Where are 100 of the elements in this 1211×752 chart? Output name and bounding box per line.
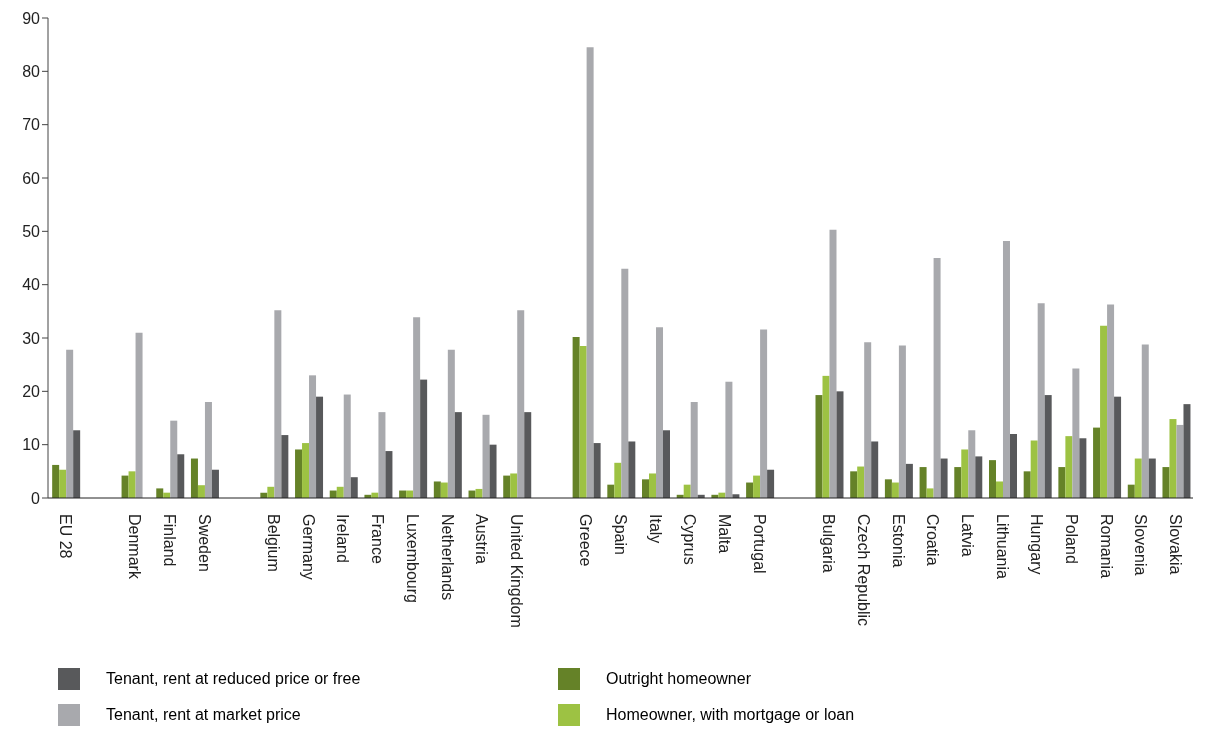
bar: [683, 484, 691, 498]
bar: [572, 336, 580, 498]
y-tick-label: 10: [22, 436, 41, 454]
x-tick-label: Luxembourg: [403, 514, 421, 603]
bar: [1127, 484, 1135, 498]
x-tick-label: France: [369, 514, 387, 564]
bar: [510, 473, 518, 498]
bar: [281, 435, 289, 498]
x-tick-label: Croatia: [924, 514, 942, 566]
bar: [1044, 395, 1052, 498]
bar: [156, 488, 164, 498]
bar: [579, 346, 587, 498]
bar: [975, 456, 983, 498]
bar: [905, 463, 913, 498]
bar: [864, 342, 872, 498]
legend-label: Tenant, rent at market price: [106, 706, 301, 724]
bar: [190, 458, 198, 498]
x-tick-label: Poland: [1063, 514, 1081, 564]
y-tick-label: 40: [22, 276, 41, 294]
bar: [489, 444, 497, 498]
y-tick-label: 70: [22, 116, 41, 134]
bar: [995, 481, 1003, 498]
bar: [926, 488, 934, 498]
x-tick-label: United Kingdom: [507, 514, 525, 628]
bar: [197, 485, 205, 498]
bar: [52, 464, 60, 498]
bar: [517, 310, 525, 498]
x-tick-label: EU 28: [56, 514, 74, 559]
bar: [1169, 419, 1177, 498]
bar: [128, 471, 136, 498]
bar: [961, 449, 969, 498]
x-tick-label: Netherlands: [438, 514, 456, 601]
bar: [433, 481, 441, 498]
y-tick-label: 60: [22, 169, 41, 187]
x-tick-label: Hungary: [1028, 514, 1046, 575]
x-tick-label: Cyprus: [681, 514, 699, 565]
bar: [850, 471, 858, 498]
x-tick-label: Slovakia: [1167, 514, 1185, 575]
bar: [440, 482, 448, 498]
x-tick-label: Austria: [473, 514, 491, 564]
bar: [1037, 303, 1045, 498]
bar: [753, 475, 761, 498]
bar: [454, 412, 462, 498]
bar: [524, 412, 532, 498]
bar: [1162, 467, 1170, 498]
bar: [378, 412, 386, 498]
bar: [746, 482, 754, 498]
bar: [607, 484, 615, 498]
bar: [1072, 368, 1080, 498]
bar: [829, 229, 837, 498]
y-tick-label: 0: [31, 489, 41, 507]
x-tick-label: Greece: [577, 514, 595, 567]
bar: [350, 477, 358, 498]
bar: [274, 310, 282, 498]
bar: [898, 345, 906, 498]
bar: [586, 47, 594, 498]
bar: [73, 430, 81, 498]
y-tick-label: 20: [22, 383, 41, 401]
bar: [316, 396, 324, 498]
bar: [302, 443, 310, 498]
x-tick-label: Spain: [612, 514, 629, 555]
bar: [656, 327, 664, 498]
x-tick-label: Latvia: [958, 514, 976, 557]
x-tick-label: Portugal: [750, 514, 768, 574]
bar: [1134, 458, 1142, 498]
bar: [1030, 440, 1038, 498]
y-tick-label: 90: [22, 9, 41, 27]
x-tick-label: Romania: [1097, 514, 1115, 579]
bar: [1009, 434, 1017, 498]
bar: [267, 486, 275, 498]
bar: [891, 482, 899, 498]
bar: [482, 414, 490, 498]
bar: [628, 441, 636, 498]
bar: [385, 451, 393, 498]
bar: [503, 475, 511, 498]
bar: [59, 469, 67, 498]
bar: [940, 458, 948, 498]
x-tick-label: Malta: [716, 514, 734, 554]
bar: [66, 349, 74, 498]
y-tick-label: 30: [22, 329, 41, 347]
bar: [1176, 424, 1184, 498]
bar: [121, 475, 129, 498]
x-tick-label: Bulgaria: [820, 514, 838, 573]
bar: [642, 479, 650, 498]
bar: [420, 379, 428, 498]
bar: [919, 467, 927, 498]
bar: [177, 454, 185, 498]
legend-label: Outright homeowner: [606, 670, 751, 688]
bar: [336, 486, 344, 498]
bar: [988, 460, 996, 498]
bar: [170, 420, 178, 498]
bar: [767, 469, 775, 498]
bar: [649, 473, 657, 498]
y-tick-label: 50: [22, 223, 41, 241]
bar: [1114, 396, 1122, 498]
bar: [857, 466, 865, 498]
x-tick-label: Ireland: [334, 514, 352, 563]
bar: [1023, 471, 1031, 498]
bar: [1058, 467, 1066, 498]
bar: [1183, 404, 1191, 498]
